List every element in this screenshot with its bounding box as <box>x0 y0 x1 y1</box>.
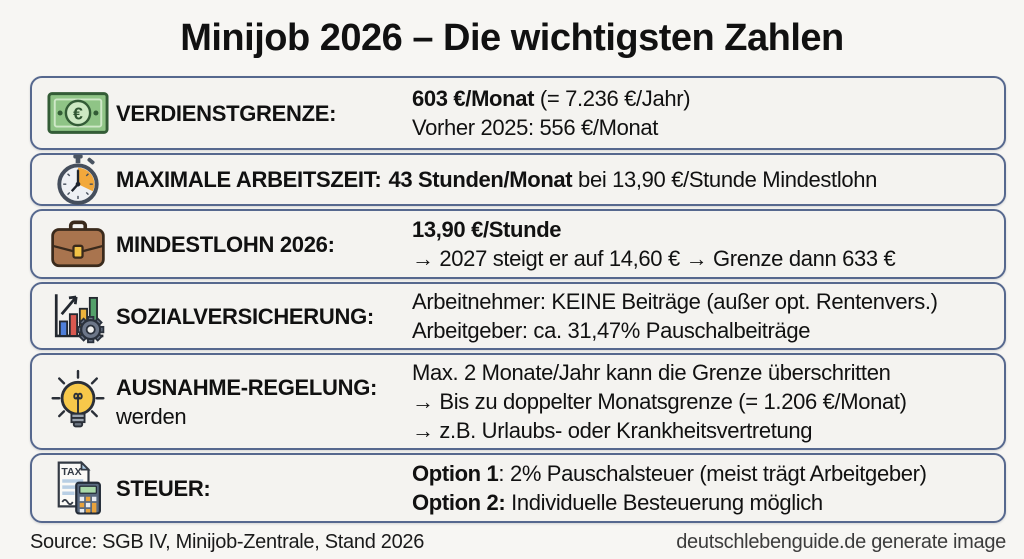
value-line: Max. 2 Monate/Jahr kann die Grenze übers… <box>412 360 891 385</box>
row-value-cell: Arbeitnehmer: KEINE Beiträge (außer opt.… <box>412 287 996 345</box>
row-mindestlohn: MINDESTLOHN 2026: 13,90 €/Stunde → 2027 … <box>30 209 1006 279</box>
value-line: Arbeitnehmer: KEINE Beiträge (außer opt.… <box>412 289 938 314</box>
row-sozialversicherung: SOZIALVERSICHERUNG: Arbeitnehmer: KEINE … <box>30 282 1006 350</box>
value-line: 603 €/Monat (= 7.236 €/Jahr) <box>412 86 691 111</box>
tax-calculator-icon: TAX <box>40 458 116 518</box>
source-text: Source: SGB IV, Minijob-Zentrale, Stand … <box>30 531 425 553</box>
value-line: → 2027 steigt er auf 14,60 € → Grenze da… <box>412 246 896 271</box>
row-label-suffix: werden <box>116 403 187 429</box>
svg-text:€: € <box>73 103 83 123</box>
row-label-cell: VERDIENSTGRENZE: <box>116 99 412 128</box>
row-label: MAXIMALE ARBEITSZEIT: <box>116 167 382 192</box>
row-ausnahme-regelung: AUSNAHME-REGELUNG: werden Max. 2 Monate/… <box>30 353 1006 450</box>
row-value-cell: Max. 2 Monate/Jahr kann die Grenze übers… <box>412 358 996 445</box>
briefcase-icon <box>40 218 116 270</box>
row-label: STEUER: <box>116 475 211 501</box>
row-label-cell: SOZIALVERSICHERUNG: <box>116 302 412 331</box>
svg-text:TAX: TAX <box>61 466 81 478</box>
row-label: VERDIENSTGRENZE: <box>116 100 337 126</box>
value-line: → z.B. Urlaubs- oder Krankheitsvertretun… <box>412 418 813 443</box>
value-line: 13,90 €/Stunde <box>412 217 562 242</box>
row-verdienstgrenze: € VERDIENSTGRENZE: 603 €/Monat (= 7.236 … <box>30 76 1006 150</box>
stopwatch-icon <box>40 153 116 206</box>
value-line: Vorher 2025: 556 €/Monat <box>412 115 659 140</box>
row-steuer: TAX STEUER: <box>30 453 1006 523</box>
footer: Source: SGB IV, Minijob-Zentrale, Stand … <box>30 531 1006 554</box>
row-value-cell: 13,90 €/Stunde → 2027 steigt er auf 14,6… <box>412 215 996 273</box>
row-label-cell: MINDESTLOHN 2026: <box>116 230 412 259</box>
value-line: 43 Stunden/Monat bei 13,90 €/Stunde Mind… <box>388 167 878 192</box>
row-value-cell: Option 1: 2% Pauschalsteuer (meist trägt… <box>412 459 996 517</box>
euro-banknote-icon: € <box>40 90 116 136</box>
row-value-cell: 603 €/Monat (= 7.236 €/Jahr) Vorher 2025… <box>412 84 996 142</box>
row-label: MINDESTLOHN 2026: <box>116 231 335 257</box>
row-label: SOZIALVERSICHERUNG: <box>116 303 374 329</box>
credit-text: deutschlebenguide.de generate image <box>676 531 1006 553</box>
row-value-cell: 43 Stunden/Monat bei 13,90 €/Stunde Mind… <box>388 165 996 194</box>
lightbulb-icon <box>40 369 116 435</box>
row-maximale-arbeitszeit: MAXIMALE ARBEITSZEIT: 43 Stunden/Monat b… <box>30 153 1006 206</box>
row-label-cell: STEUER: <box>116 474 412 503</box>
info-rows: € VERDIENSTGRENZE: 603 €/Monat (= 7.236 … <box>30 76 1006 523</box>
row-label-cell: AUSNAHME-REGELUNG: werden <box>116 373 412 431</box>
value-line: Option 1: 2% Pauschalsteuer (meist trägt… <box>412 461 927 486</box>
row-label: AUSNAHME-REGELUNG: <box>116 374 378 400</box>
row-label-cell: MAXIMALE ARBEITSZEIT: <box>116 165 388 194</box>
value-line: Option 2: Individuelle Besteuerung mögli… <box>412 490 823 515</box>
page-title: Minijob 2026 – Die wichtigsten Zahlen <box>180 17 844 59</box>
value-line: Arbeitgeber: ca. 31,47% Pauschalbeiträge <box>412 318 811 343</box>
bar-chart-gear-icon <box>40 288 116 344</box>
value-line: → Bis zu doppelter Monatsgrenze (= 1.206… <box>412 389 907 414</box>
